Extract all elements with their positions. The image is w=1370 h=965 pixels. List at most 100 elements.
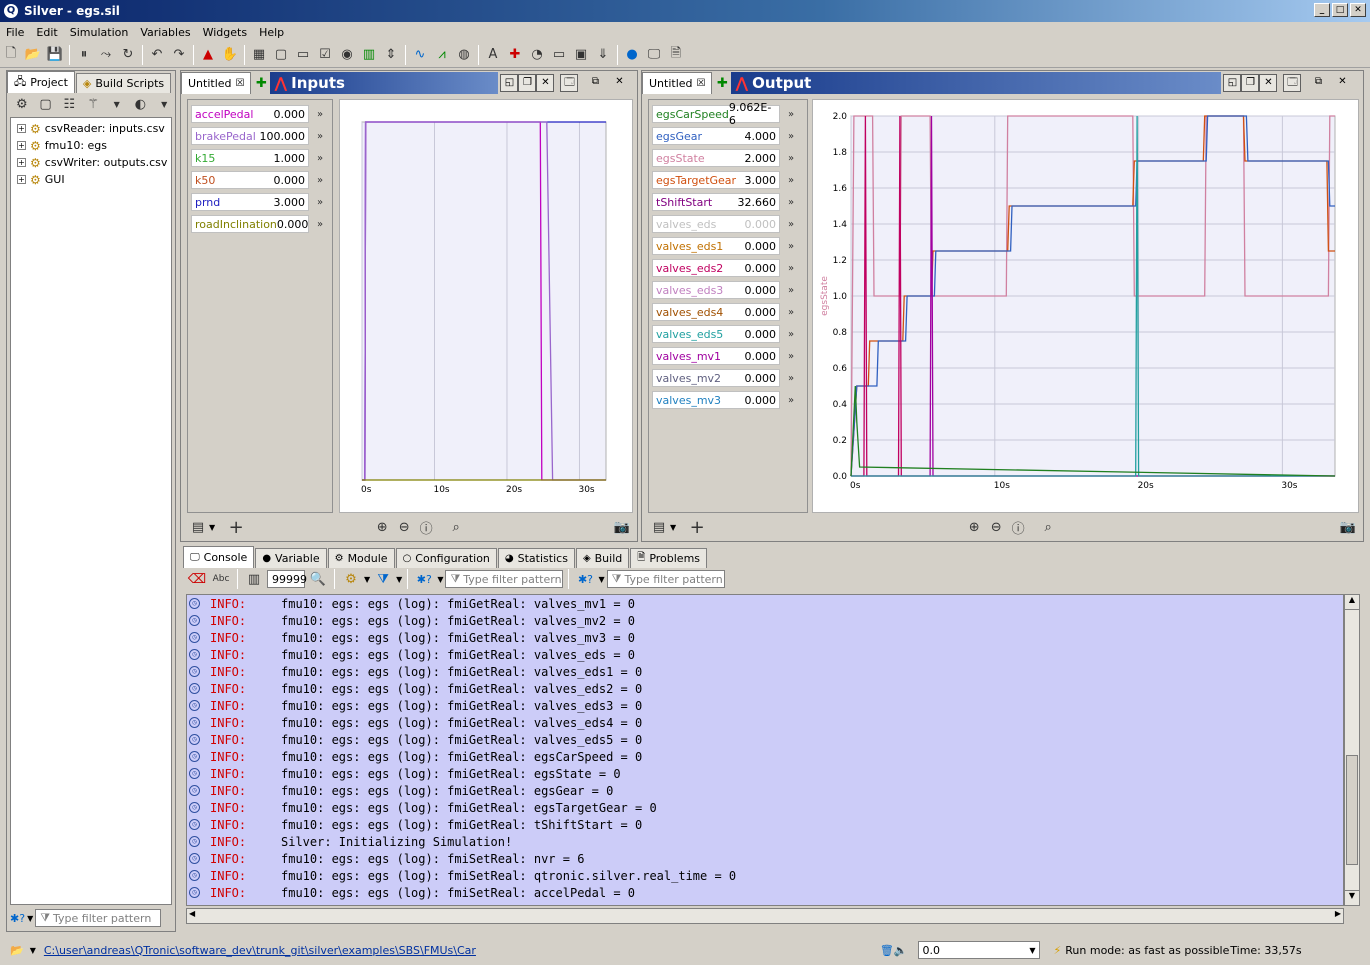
zoom-out-icon[interactable]: ⊖ — [990, 519, 1002, 535]
tab-build[interactable]: ◈ Build — [575, 548, 630, 568]
widget-label-icon[interactable]: A — [488, 47, 498, 62]
expand-chevron-icon[interactable]: » — [787, 306, 795, 318]
variable-row[interactable]: roadInclination 0.000 » — [191, 214, 327, 234]
close-panel-icon[interactable]: ✕ — [536, 74, 555, 92]
chevron-down-icon[interactable]: ▼ — [113, 99, 120, 109]
add-tab-icon[interactable]: ✚ — [256, 75, 267, 91]
expand-chevron-icon[interactable]: » — [316, 152, 324, 164]
expand-chevron-icon[interactable]: » — [787, 394, 795, 406]
project-filter-input[interactable]: ⧩ Type filter pattern — [35, 909, 162, 927]
chevron-down-icon[interactable]: ▼ — [27, 913, 34, 923]
chevron-down-icon[interactable]: ▼ — [161, 99, 168, 109]
open-icon[interactable]: 📂 — [24, 47, 42, 62]
inputs-plot[interactable]: 0s 10s 20s 30s — [339, 99, 633, 513]
maximize-icon[interactable]: ⧉ — [591, 76, 600, 87]
tab-configuration[interactable]: ○ Configuration — [395, 548, 497, 568]
minimize-button[interactable]: _ — [1314, 3, 1330, 17]
scroll-right-icon[interactable]: ▶ — [1334, 909, 1341, 918]
widget-checkbox-icon[interactable]: ☑ — [319, 47, 331, 62]
mute-icon[interactable]: 🔈 — [893, 943, 908, 957]
variable-row[interactable]: valves_mv3 0.000 » — [652, 390, 798, 410]
filter-options-icon[interactable]: ✱? — [10, 911, 26, 925]
widget-xy-icon[interactable]: ∿ — [414, 47, 426, 62]
console-vscrollbar[interactable]: ▲ ▼ — [1344, 594, 1360, 906]
tab-module[interactable]: ⚙ Module — [327, 548, 395, 568]
trash-icon[interactable]: 🗑 — [879, 943, 894, 957]
expand-chevron-icon[interactable]: » — [316, 196, 324, 208]
variable-box[interactable]: accelPedal 0.000 — [191, 105, 309, 123]
variable-box[interactable]: valves_eds4 0.000 — [652, 303, 780, 321]
variable-box[interactable]: valves_eds 0.000 — [652, 215, 780, 233]
tab-statistics[interactable]: ◕ Statistics — [497, 548, 575, 568]
expand-chevron-icon[interactable]: » — [787, 240, 795, 252]
expand-chevron-icon[interactable]: » — [316, 130, 324, 142]
widget-globe-icon[interactable]: ◍ — [458, 47, 470, 62]
clear-icon[interactable]: ⌫ — [187, 571, 207, 587]
variable-row[interactable]: valves_eds1 0.000 » — [652, 236, 798, 256]
new-icon[interactable]: 🗋 — [5, 45, 17, 61]
zoom-fit-icon[interactable]: ⓘ — [419, 521, 433, 537]
chevron-down-icon[interactable]: ▼ — [364, 574, 371, 584]
gear-icon[interactable]: ⚙ — [16, 96, 28, 112]
undo-icon[interactable]: ↶ — [151, 47, 163, 62]
output-plot[interactable]: 0s 10s 20s 30s 0.0 0.2 0.4 0.6 0.8 1.0 1.2 1.4 1.6 1.… — [812, 99, 1359, 513]
variable-row[interactable]: brakePedal 100.000 » — [191, 126, 327, 146]
expand-chevron-icon[interactable]: » — [787, 218, 795, 230]
add-plot-icon[interactable]: + — [228, 516, 244, 538]
expand-chevron-icon[interactable]: » — [787, 152, 795, 164]
variable-box[interactable]: roadInclination 0.000 — [191, 215, 309, 233]
variable-row[interactable]: accelPedal 0.000 » — [191, 104, 327, 124]
variable-row[interactable]: egsGear 4.000 » — [652, 126, 798, 146]
variable-box[interactable]: valves_eds3 0.000 — [652, 281, 780, 299]
expand-chevron-icon[interactable]: » — [787, 328, 795, 340]
variable-box[interactable]: egsGear 4.000 — [652, 127, 780, 145]
tab-console[interactable]: 🖵 Console — [183, 546, 255, 568]
close-button[interactable]: ✕ — [1350, 3, 1366, 17]
expand-chevron-icon[interactable]: » — [787, 130, 795, 142]
wand-icon[interactable]: ⚚ — [87, 96, 99, 112]
save-icon[interactable]: 💾 — [46, 47, 64, 62]
gear-icon[interactable]: ⚙ — [345, 571, 357, 587]
zoom-reset-icon[interactable]: ⌕ — [1044, 519, 1052, 535]
tab-problems[interactable]: 🗎 Problems — [630, 548, 708, 568]
layout-icon[interactable]: ▤ — [191, 519, 205, 535]
max-lines-input[interactable]: 99999 — [267, 570, 307, 588]
variable-row[interactable]: valves_eds3 0.000 » — [652, 280, 798, 300]
expand-icon[interactable]: + — [17, 124, 26, 133]
expand-chevron-icon[interactable]: » — [787, 108, 795, 120]
camera-icon[interactable]: 📷 — [1339, 519, 1357, 535]
expand-chevron-icon[interactable]: » — [316, 174, 324, 186]
spellcheck-icon[interactable]: Abc — [212, 574, 230, 584]
working-dir-link[interactable]: C:\user\andreas\QTronic\software_dev\tru… — [43, 943, 476, 957]
expand-icon[interactable]: + — [17, 158, 26, 167]
close-panel-icon[interactable]: ✕ — [1259, 74, 1278, 92]
close-icon[interactable]: ✕ — [615, 76, 624, 87]
pause-icon[interactable]: ⏸ — [80, 47, 88, 62]
variable-box[interactable]: tShiftStart 32.660 — [652, 193, 780, 211]
variable-row[interactable]: k50 0.000 » — [191, 170, 327, 190]
filter-options-icon[interactable]: ✱? — [416, 572, 432, 586]
variable-row[interactable]: valves_mv1 0.000 » — [652, 346, 798, 366]
close-tab-icon[interactable]: ☒ — [235, 78, 245, 89]
tree-icon[interactable]: ☷ — [63, 96, 76, 112]
variable-box[interactable]: k50 0.000 — [191, 171, 309, 189]
tab-untitled-inputs[interactable]: Untitled ☒ — [181, 72, 252, 94]
step-icon[interactable]: ⤳ — [100, 47, 112, 62]
widget-bars-icon[interactable]: ▥ — [362, 47, 376, 62]
tile-icon[interactable]: ❐ — [1241, 74, 1260, 92]
folder-icon[interactable]: 📂 — [10, 943, 24, 957]
zoom-in-icon[interactable]: ⊕ — [376, 519, 388, 535]
variable-box[interactable]: valves_eds5 0.000 — [652, 325, 780, 343]
chevron-down-icon[interactable]: ▼ — [670, 522, 677, 532]
menu-simulation[interactable]: Simulation — [69, 25, 129, 39]
chevron-down-icon[interactable]: ▼ — [598, 574, 605, 584]
widget-radio-icon[interactable]: ◉ — [341, 47, 353, 62]
reset-icon[interactable]: ↻ — [122, 47, 134, 62]
menu-file[interactable]: File — [6, 25, 25, 39]
layout-icon[interactable]: ▤ — [652, 519, 666, 535]
variable-row[interactable]: valves_eds4 0.000 » — [652, 302, 798, 322]
variable-box[interactable]: valves_eds1 0.000 — [652, 237, 780, 255]
document-icon[interactable]: 🗔 — [1283, 74, 1302, 92]
variable-box[interactable]: egsCarSpeed 9.062E-6 — [652, 101, 780, 127]
restore-icon[interactable]: ◱ — [1223, 74, 1242, 92]
